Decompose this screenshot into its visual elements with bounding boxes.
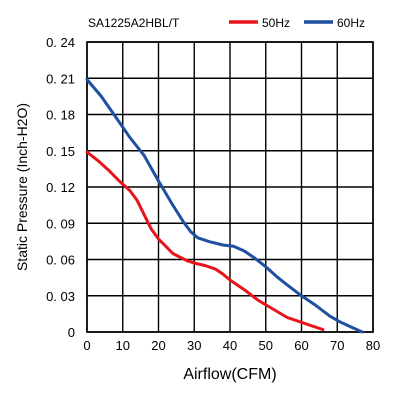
- y-tick-label: 0. 18: [46, 108, 75, 123]
- y-tick-label: 0. 06: [46, 253, 75, 268]
- y-tick-label: 0. 03: [46, 289, 75, 304]
- x-tick-label: 40: [223, 338, 237, 353]
- x-axis-title: Airflow(CFM): [183, 366, 276, 383]
- x-tick-label: 10: [116, 338, 130, 353]
- x-tick-label: 0: [83, 338, 90, 353]
- x-tick-label: 50: [259, 338, 273, 353]
- tick-labels: 0 10 20 30 40 50 60 70 80 0 0. 03 0. 06 0. 09 0. 12 0.…: [46, 35, 380, 353]
- x-tick-label: 70: [330, 338, 344, 353]
- x-tick-label: 80: [366, 338, 380, 353]
- y-tick-label: 0. 21: [46, 71, 75, 86]
- plot-frame: [86, 41, 374, 333]
- y-axis-title: Static Pressure (Inch-H2O): [14, 103, 30, 271]
- model-title: SA1225A2HBL/T: [88, 16, 180, 30]
- x-tick-label: 60: [294, 338, 308, 353]
- x-tick-label: 20: [151, 338, 165, 353]
- grid-layer: [86, 41, 374, 333]
- legend-label-60hz: 60Hz: [337, 16, 365, 30]
- y-tick-label: 0. 12: [46, 180, 75, 195]
- y-tick-label: 0: [68, 325, 75, 340]
- y-tick-label: 0. 09: [46, 216, 75, 231]
- legend-label-50hz: 50Hz: [262, 16, 290, 30]
- y-tick-label: 0. 15: [46, 144, 75, 159]
- y-tick-label: 0. 24: [46, 35, 75, 50]
- x-tick-label: 30: [187, 338, 201, 353]
- series-line-60hz: [85, 78, 364, 334]
- series-line-50hz: [85, 150, 325, 332]
- series-layer: [85, 78, 364, 334]
- legend: 50Hz 60Hz: [229, 16, 365, 30]
